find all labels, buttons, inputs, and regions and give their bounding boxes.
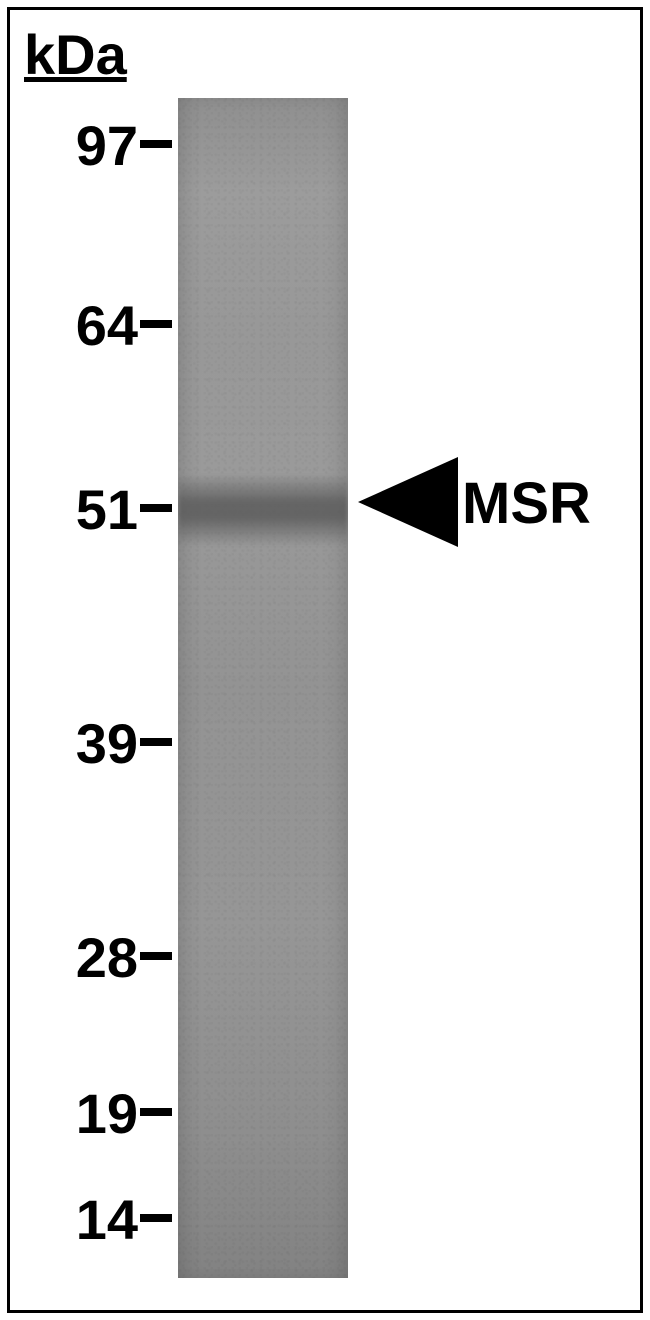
marker-tick <box>140 320 172 328</box>
protein-band <box>178 474 348 546</box>
marker-label: 64 <box>76 293 138 358</box>
marker-label: 19 <box>76 1081 138 1146</box>
marker-tick <box>140 140 172 148</box>
marker-label: 39 <box>76 711 138 776</box>
lane-background <box>178 98 348 1278</box>
marker-tick <box>140 952 172 960</box>
marker-label: 97 <box>76 113 138 178</box>
band-label: MSR <box>462 470 591 537</box>
marker-tick <box>140 1214 172 1222</box>
axis-unit-label: kDa <box>24 22 127 87</box>
marker-tick <box>140 738 172 746</box>
marker-tick <box>140 504 172 512</box>
marker-label: 51 <box>76 477 138 542</box>
marker-label: 14 <box>76 1187 138 1252</box>
marker-label: 28 <box>76 925 138 990</box>
blot-lane <box>178 98 348 1278</box>
band-arrow <box>358 457 458 547</box>
marker-tick <box>140 1108 172 1116</box>
